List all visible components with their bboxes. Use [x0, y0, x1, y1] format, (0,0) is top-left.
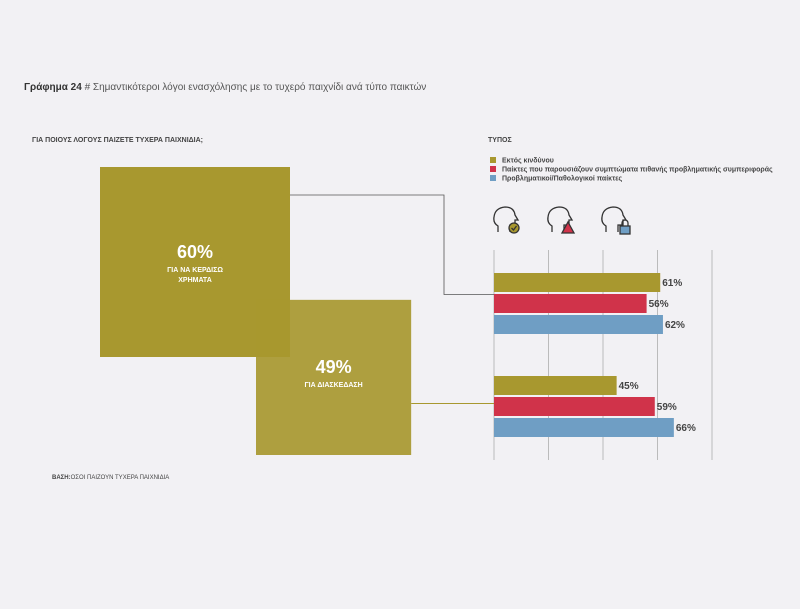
title-bold: Γράφημα 24	[24, 82, 82, 93]
bar	[494, 294, 647, 313]
reason-value: 49%	[315, 357, 352, 378]
reason-value: 60%	[176, 242, 214, 262]
value-label: 45%	[619, 381, 639, 392]
footer-label: ΒΑΣΗ:	[52, 475, 71, 481]
legend-swatch	[490, 157, 496, 163]
left-heading: ΓΙΑ ΠΟΙΟΥΣ ΛΟΓΟΥΣ ΠΑΙΖΕΤΕ ΤΥΧΕΡΑ ΠΑΙΧΝΙΔ…	[32, 137, 203, 144]
reason-label: ΓΙΑ ΝΑ ΚΕΡΔΙΣΩ ΧΡΗΜΑΤΑ	[167, 267, 223, 284]
icon-check	[508, 222, 520, 234]
icon-lock-shackle	[621, 219, 629, 226]
legend-label: Παίκτες που παρουσιάζουν συμπτώματα πιθα…	[502, 165, 773, 173]
footer: ΒΑΣΗ:ΟΣΟΙ ΠΑΙΖΟΥΝ ΤΥΧΕΡΑ ΠΑΙΧΝΙΔΙΑ	[52, 475, 169, 481]
value-label: 59%	[657, 402, 677, 413]
icon-head	[493, 206, 520, 232]
bar	[494, 397, 655, 416]
legend-swatch	[490, 166, 496, 172]
reason-square	[256, 299, 412, 455]
title: Γράφημα 24 # Σημαντικότεροι λόγοι ενασχό…	[24, 81, 426, 93]
legend-swatch	[490, 175, 496, 181]
value-label: 66%	[676, 423, 696, 434]
icon-head	[547, 206, 574, 232]
legend-label: Εκτός κινδύνου	[502, 157, 554, 164]
icon-head	[601, 206, 628, 232]
icon-warning	[560, 220, 576, 234]
bar	[494, 376, 617, 395]
value-label: 56%	[649, 299, 669, 310]
legend-label: Προβληματικοί/Παθολογικοί παίκτες	[502, 174, 623, 182]
reason-label: ΓΙΑ ΔΙΑΣΚΕΔΑΣΗ	[304, 382, 363, 390]
legend-title: ΤΥΠΟΣ	[488, 137, 512, 144]
bar	[494, 315, 663, 334]
connector	[290, 194, 494, 295]
icon-lock	[619, 225, 631, 235]
value-label: 62%	[665, 320, 685, 331]
value-label: 61%	[662, 278, 682, 289]
icon-check-mark	[511, 225, 518, 231]
title-text: # Σημαντικότεροι λόγοι ενασχόλησης με το…	[85, 81, 427, 93]
icons	[493, 206, 631, 235]
bar	[494, 418, 674, 437]
bar	[494, 273, 661, 292]
footer-text: ΟΣΟΙ ΠΑΙΖΟΥΝ ΤΥΧΕΡΑ ΠΑΙΧΝΙΔΙΑ	[71, 475, 170, 481]
